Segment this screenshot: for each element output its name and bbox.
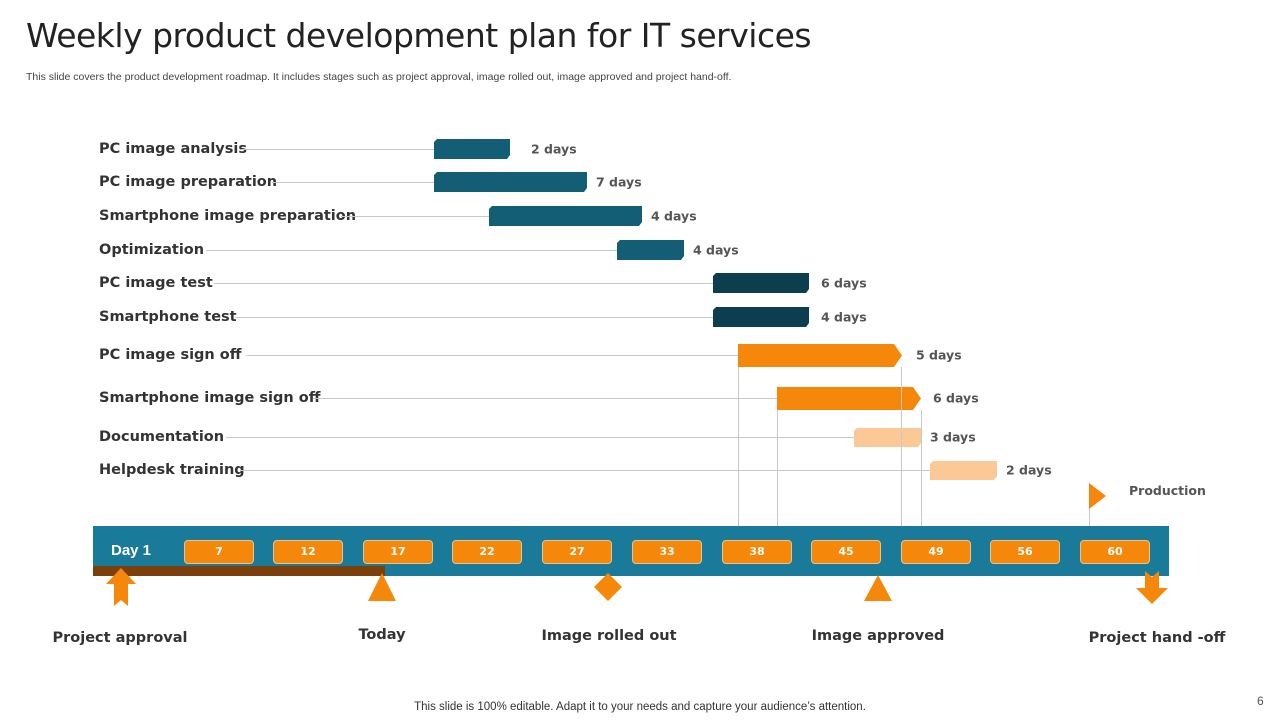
task-leader-line — [226, 437, 854, 438]
triangle-icon — [864, 575, 892, 601]
task-bar — [617, 240, 684, 260]
task-bar — [930, 460, 997, 480]
task-duration: 3 days — [930, 429, 976, 445]
task-duration: 4 days — [693, 242, 739, 258]
slide-title: Weekly product development plan for IT s… — [26, 16, 812, 55]
task-bar — [713, 273, 809, 293]
task-duration: 6 days — [933, 390, 979, 406]
task-bar — [434, 139, 510, 159]
task-label: PC image sign off — [99, 347, 242, 363]
milestone-label: Image rolled out — [541, 628, 677, 644]
timeline-tick: 17 — [363, 540, 433, 564]
task-duration: 2 days — [1006, 462, 1052, 478]
timeline-tick: 38 — [722, 540, 792, 564]
elapsed-progress-bar — [93, 566, 385, 576]
task-leader-line — [272, 182, 434, 183]
task-duration: 6 days — [821, 275, 867, 291]
connector-line — [901, 367, 902, 526]
task-label: Helpdesk training — [99, 462, 245, 478]
timeline-tick: 33 — [632, 540, 702, 564]
production-label: Production — [1129, 483, 1206, 498]
task-label: Smartphone image sign off — [99, 390, 321, 406]
production-flag-icon — [1089, 483, 1106, 509]
task-leader-line — [206, 250, 617, 251]
timeline-tick: 12 — [273, 540, 343, 564]
task-leader-line — [214, 283, 713, 284]
task-leader-line — [246, 355, 738, 356]
task-leader-line — [341, 216, 489, 217]
task-bar — [854, 427, 921, 447]
timeline-start-label: Day 1 — [111, 542, 152, 559]
task-label: Documentation — [99, 429, 225, 445]
task-duration: 4 days — [821, 309, 867, 325]
task-label: PC image preparation — [99, 174, 278, 190]
triangle-icon — [368, 573, 396, 601]
footer-note: This slide is 100% editable. Adapt it to… — [414, 701, 866, 713]
task-duration: 2 days — [531, 141, 577, 157]
task-leader-line — [241, 149, 434, 150]
timeline-tick: 49 — [901, 540, 971, 564]
milestone-label: Today — [358, 627, 406, 643]
task-label: PC image test — [99, 275, 213, 291]
task-label: PC image analysis — [99, 141, 247, 157]
task-bar — [434, 172, 587, 192]
task-duration: 4 days — [651, 208, 697, 224]
timeline-tick: 7 — [184, 540, 254, 564]
task-label: Optimization — [99, 242, 205, 258]
task-duration: 5 days — [916, 347, 962, 363]
task-label: Smartphone image preparation — [99, 208, 357, 224]
up-arrow-icon — [106, 568, 136, 606]
milestone-label: Project hand -off — [1088, 630, 1226, 646]
task-bar — [489, 206, 642, 226]
timeline-tick: 60 — [1080, 540, 1150, 564]
slide-subtitle: This slide covers the product developmen… — [26, 71, 732, 83]
task-leader-line — [313, 398, 777, 399]
connector-line — [777, 410, 778, 526]
timeline-tick: 45 — [811, 540, 881, 564]
timeline-tick: 56 — [990, 540, 1060, 564]
connector-line — [738, 367, 739, 526]
down-arrow-icon — [1136, 571, 1168, 604]
task-bar — [713, 307, 809, 327]
task-leader-line — [240, 470, 930, 471]
task-bar — [777, 386, 921, 410]
milestone-label: Project approval — [52, 630, 188, 646]
task-label: Smartphone test — [99, 309, 237, 325]
timeline-tick: 22 — [452, 540, 522, 564]
connector-line — [921, 410, 922, 526]
page-number: 6 — [1257, 694, 1264, 708]
diamond-icon — [594, 573, 622, 601]
task-bar — [738, 343, 902, 367]
milestone-label: Image approved — [811, 628, 945, 644]
task-duration: 7 days — [596, 174, 642, 190]
timeline-tick: 27 — [542, 540, 612, 564]
task-leader-line — [235, 317, 713, 318]
